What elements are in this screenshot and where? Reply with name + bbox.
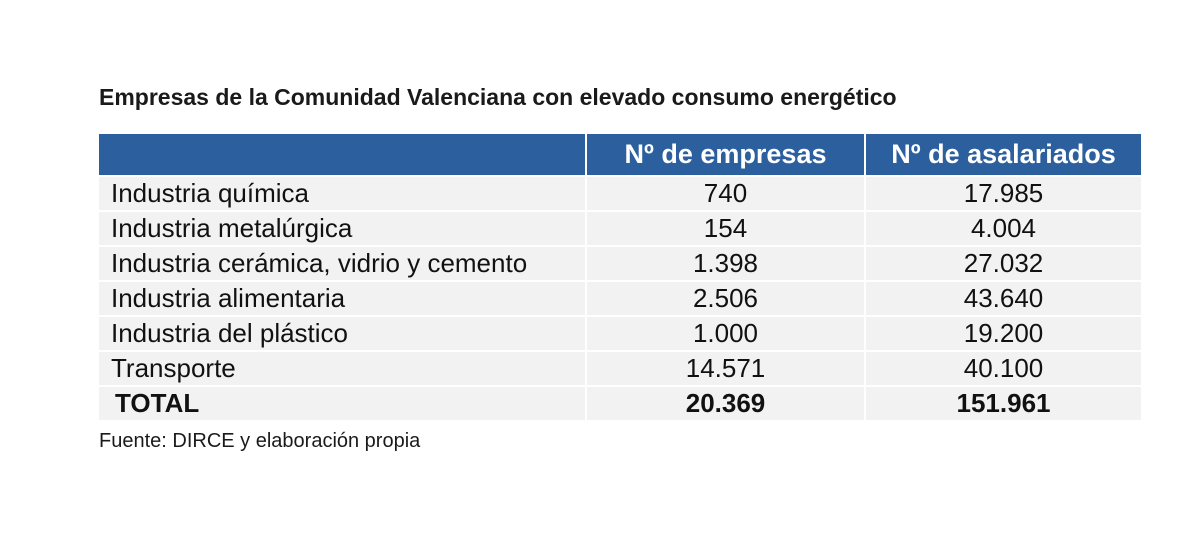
table-total-row: TOTAL 20.369 151.961: [99, 385, 1141, 420]
row-sector: Industria cerámica, vidrio y cemento: [99, 245, 587, 281]
row-sector: Industria metalúrgica: [99, 210, 587, 246]
row-sector: Industria del plástico: [99, 315, 587, 351]
row-empresas: 1.398: [586, 245, 866, 281]
row-empresas: 740: [586, 175, 866, 211]
header-sector: [99, 134, 587, 176]
total-asalariados: 151.961: [865, 385, 1141, 420]
header-asalariados: Nº de asalariados: [865, 134, 1141, 176]
table-row: Industria química 740 17.985: [99, 175, 1141, 211]
row-empresas: 154: [586, 210, 866, 246]
table-header-row: Nº de empresas Nº de asalariados: [99, 134, 1141, 176]
total-empresas: 20.369: [586, 385, 866, 420]
source-note: Fuente: DIRCE y elaboración propia: [99, 430, 421, 452]
row-sector: Industria química: [99, 175, 587, 211]
row-asalariados: 17.985: [865, 175, 1141, 211]
table-row: Industria metalúrgica 154 4.004: [99, 210, 1141, 246]
row-sector: Transporte: [99, 350, 587, 386]
row-empresas: 2.506: [586, 280, 866, 316]
table-row: Industria del plástico 1.000 19.200: [99, 315, 1141, 351]
row-asalariados: 19.200: [865, 315, 1141, 351]
row-empresas: 14.571: [586, 350, 866, 386]
row-asalariados: 43.640: [865, 280, 1141, 316]
table-row: Industria cerámica, vidrio y cemento 1.3…: [99, 245, 1141, 281]
row-asalariados: 27.032: [865, 245, 1141, 281]
table-title: Empresas de la Comunidad Valenciana con …: [99, 84, 897, 110]
row-sector: Industria alimentaria: [99, 280, 587, 316]
table-row: Transporte 14.571 40.100: [99, 350, 1141, 386]
row-asalariados: 40.100: [865, 350, 1141, 386]
row-asalariados: 4.004: [865, 210, 1141, 246]
energy-consumption-table: Nº de empresas Nº de asalariados Industr…: [99, 134, 1141, 420]
total-label: TOTAL: [99, 385, 587, 420]
table-row: Industria alimentaria 2.506 43.640: [99, 280, 1141, 316]
row-empresas: 1.000: [586, 315, 866, 351]
header-empresas: Nº de empresas: [586, 134, 866, 176]
